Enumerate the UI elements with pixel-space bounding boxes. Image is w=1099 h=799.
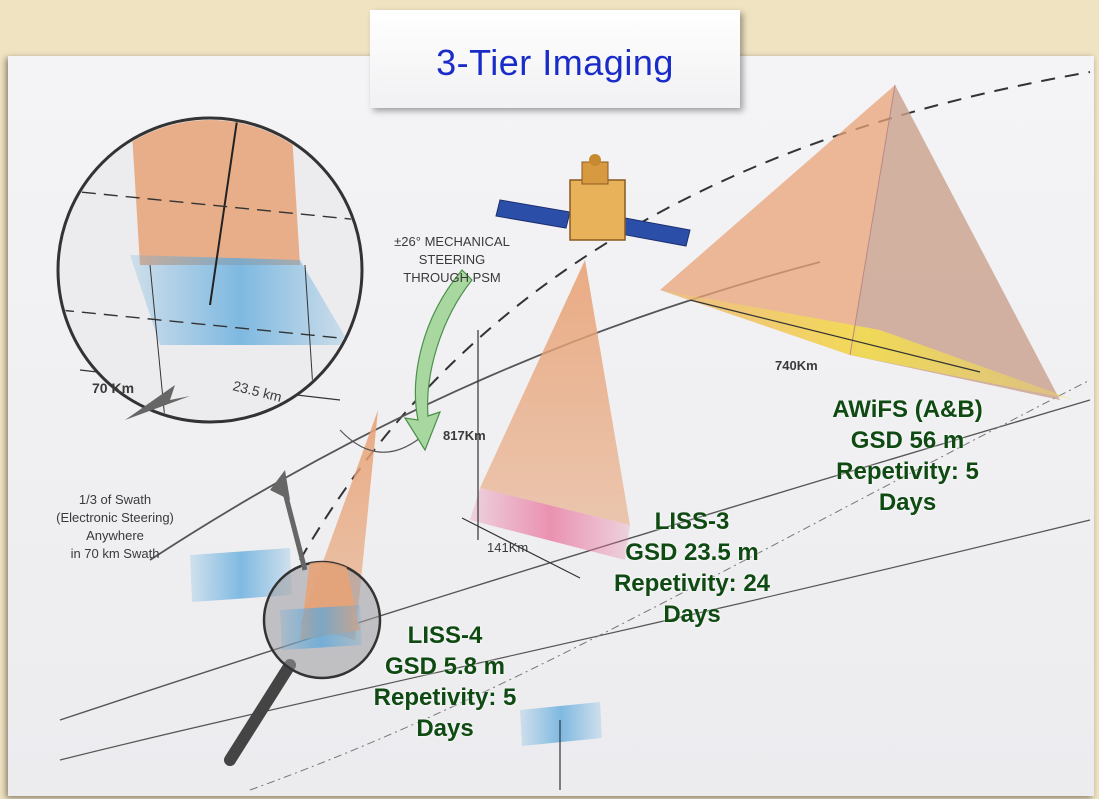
liss3-beam bbox=[470, 260, 630, 560]
liss4-days: Days bbox=[416, 715, 474, 742]
liss3-gsd: GSD 23.5 m bbox=[625, 539, 759, 566]
diagram-labels: ±26° MECHANICAL STEERING THROUGH PSM 70 … bbox=[56, 234, 818, 561]
magnified-view bbox=[56, 116, 364, 424]
liss4-gsd: GSD 5.8 m bbox=[384, 653, 506, 680]
steering-label-2: STEERING bbox=[419, 252, 485, 267]
swath-note-1: 1/3 of Swath bbox=[79, 492, 151, 507]
swath-141-label: 141Km bbox=[487, 540, 528, 555]
title-box: 3-Tier Imaging bbox=[370, 10, 740, 108]
steering-label-3: THROUGH PSM bbox=[403, 270, 501, 285]
awifs-days: Days bbox=[878, 489, 937, 516]
awifs-gsd: GSD 56 m bbox=[850, 427, 965, 454]
steering-arrow bbox=[403, 269, 473, 452]
steering-label-1: ±26° MECHANICAL bbox=[394, 234, 510, 249]
swath-70-label: 70 Km bbox=[92, 380, 134, 396]
swath-note-3: Anywhere bbox=[86, 528, 144, 543]
awifs-callout: AWiFS (A&B) GSD 56 m Repetivity: 5 Days bbox=[790, 394, 1025, 518]
liss4-repetivity: Repetivity: 5 bbox=[373, 684, 517, 711]
awifs-name: AWiFS (A&B) bbox=[832, 396, 983, 423]
liss3-days: Days bbox=[663, 601, 721, 628]
awifs-repetivity: Repetivity: 5 bbox=[836, 458, 979, 485]
satellite-icon bbox=[495, 154, 691, 247]
liss3-name: LISS-3 bbox=[654, 508, 730, 535]
awifs-beam bbox=[660, 84, 1075, 400]
liss3-repetivity: Repetivity: 24 bbox=[613, 570, 771, 597]
magnifier-icon bbox=[224, 470, 382, 766]
liss3-callout: LISS-3 GSD 23.5 m Repetivity: 24 Days bbox=[572, 506, 812, 630]
liss4-callout: LISS-4 GSD 5.8 m Repetivity: 5 Days bbox=[330, 620, 560, 744]
swath-note-2: (Electronic Steering) bbox=[56, 510, 174, 525]
swath-note-4: in 70 km Swath bbox=[71, 546, 160, 561]
swath-740-label: 740Km bbox=[775, 358, 818, 373]
liss4-name: LISS-4 bbox=[407, 622, 483, 649]
altitude-label: 817Km bbox=[443, 428, 486, 443]
page-title: 3-Tier Imaging bbox=[436, 42, 674, 83]
